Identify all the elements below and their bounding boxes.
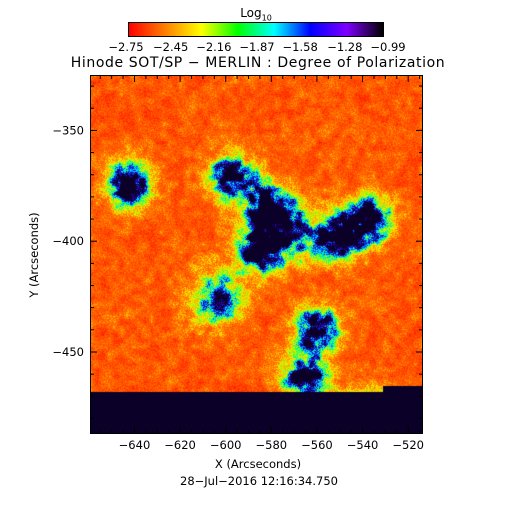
colorbar-tick-label: −1.58 <box>282 40 318 54</box>
y-tick-label: −400 <box>52 234 84 248</box>
colorbar-label-text: Log <box>240 6 262 20</box>
colorbar-tick-labels: −2.75 −2.45 −2.16 −1.87 −1.58 −1.28 −0.99 <box>102 40 412 54</box>
y-axis-label: Y (Arcseconds) <box>27 212 41 298</box>
colorbar-tick-label: −2.16 <box>196 40 232 54</box>
x-tick-label: −600 <box>210 438 242 452</box>
y-tick-label: −350 <box>52 123 84 137</box>
colorbar-label: Log10 <box>128 6 384 25</box>
x-tick-label: −560 <box>301 438 333 452</box>
x-tick-label: −540 <box>347 438 379 452</box>
y-tick-label: −450 <box>52 345 84 359</box>
x-tick-label: −520 <box>392 438 424 452</box>
plot-title: Hinode SOT/SP − MERLIN : Degree of Polar… <box>70 55 446 71</box>
x-axis-label: X (Arcseconds) <box>214 457 302 471</box>
plot-area <box>90 75 423 434</box>
colorbar-tick-label: −1.28 <box>327 40 363 54</box>
polarization-map <box>91 76 422 433</box>
x-tick-label: −580 <box>256 438 288 452</box>
timestamp: 28−Jul−2016 12:16:34.750 <box>180 474 338 488</box>
colorbar-tick-label: −0.99 <box>370 40 406 54</box>
x-tick-label: −640 <box>119 438 151 452</box>
colorbar-tick-label: −2.75 <box>108 40 144 54</box>
colorbar-tick-label: −1.87 <box>239 40 275 54</box>
x-tick-label: −620 <box>164 438 196 452</box>
colorbar-tick-label: −2.45 <box>153 40 189 54</box>
colorbar <box>128 22 384 37</box>
colorbar-label-subscript: 10 <box>261 13 272 23</box>
